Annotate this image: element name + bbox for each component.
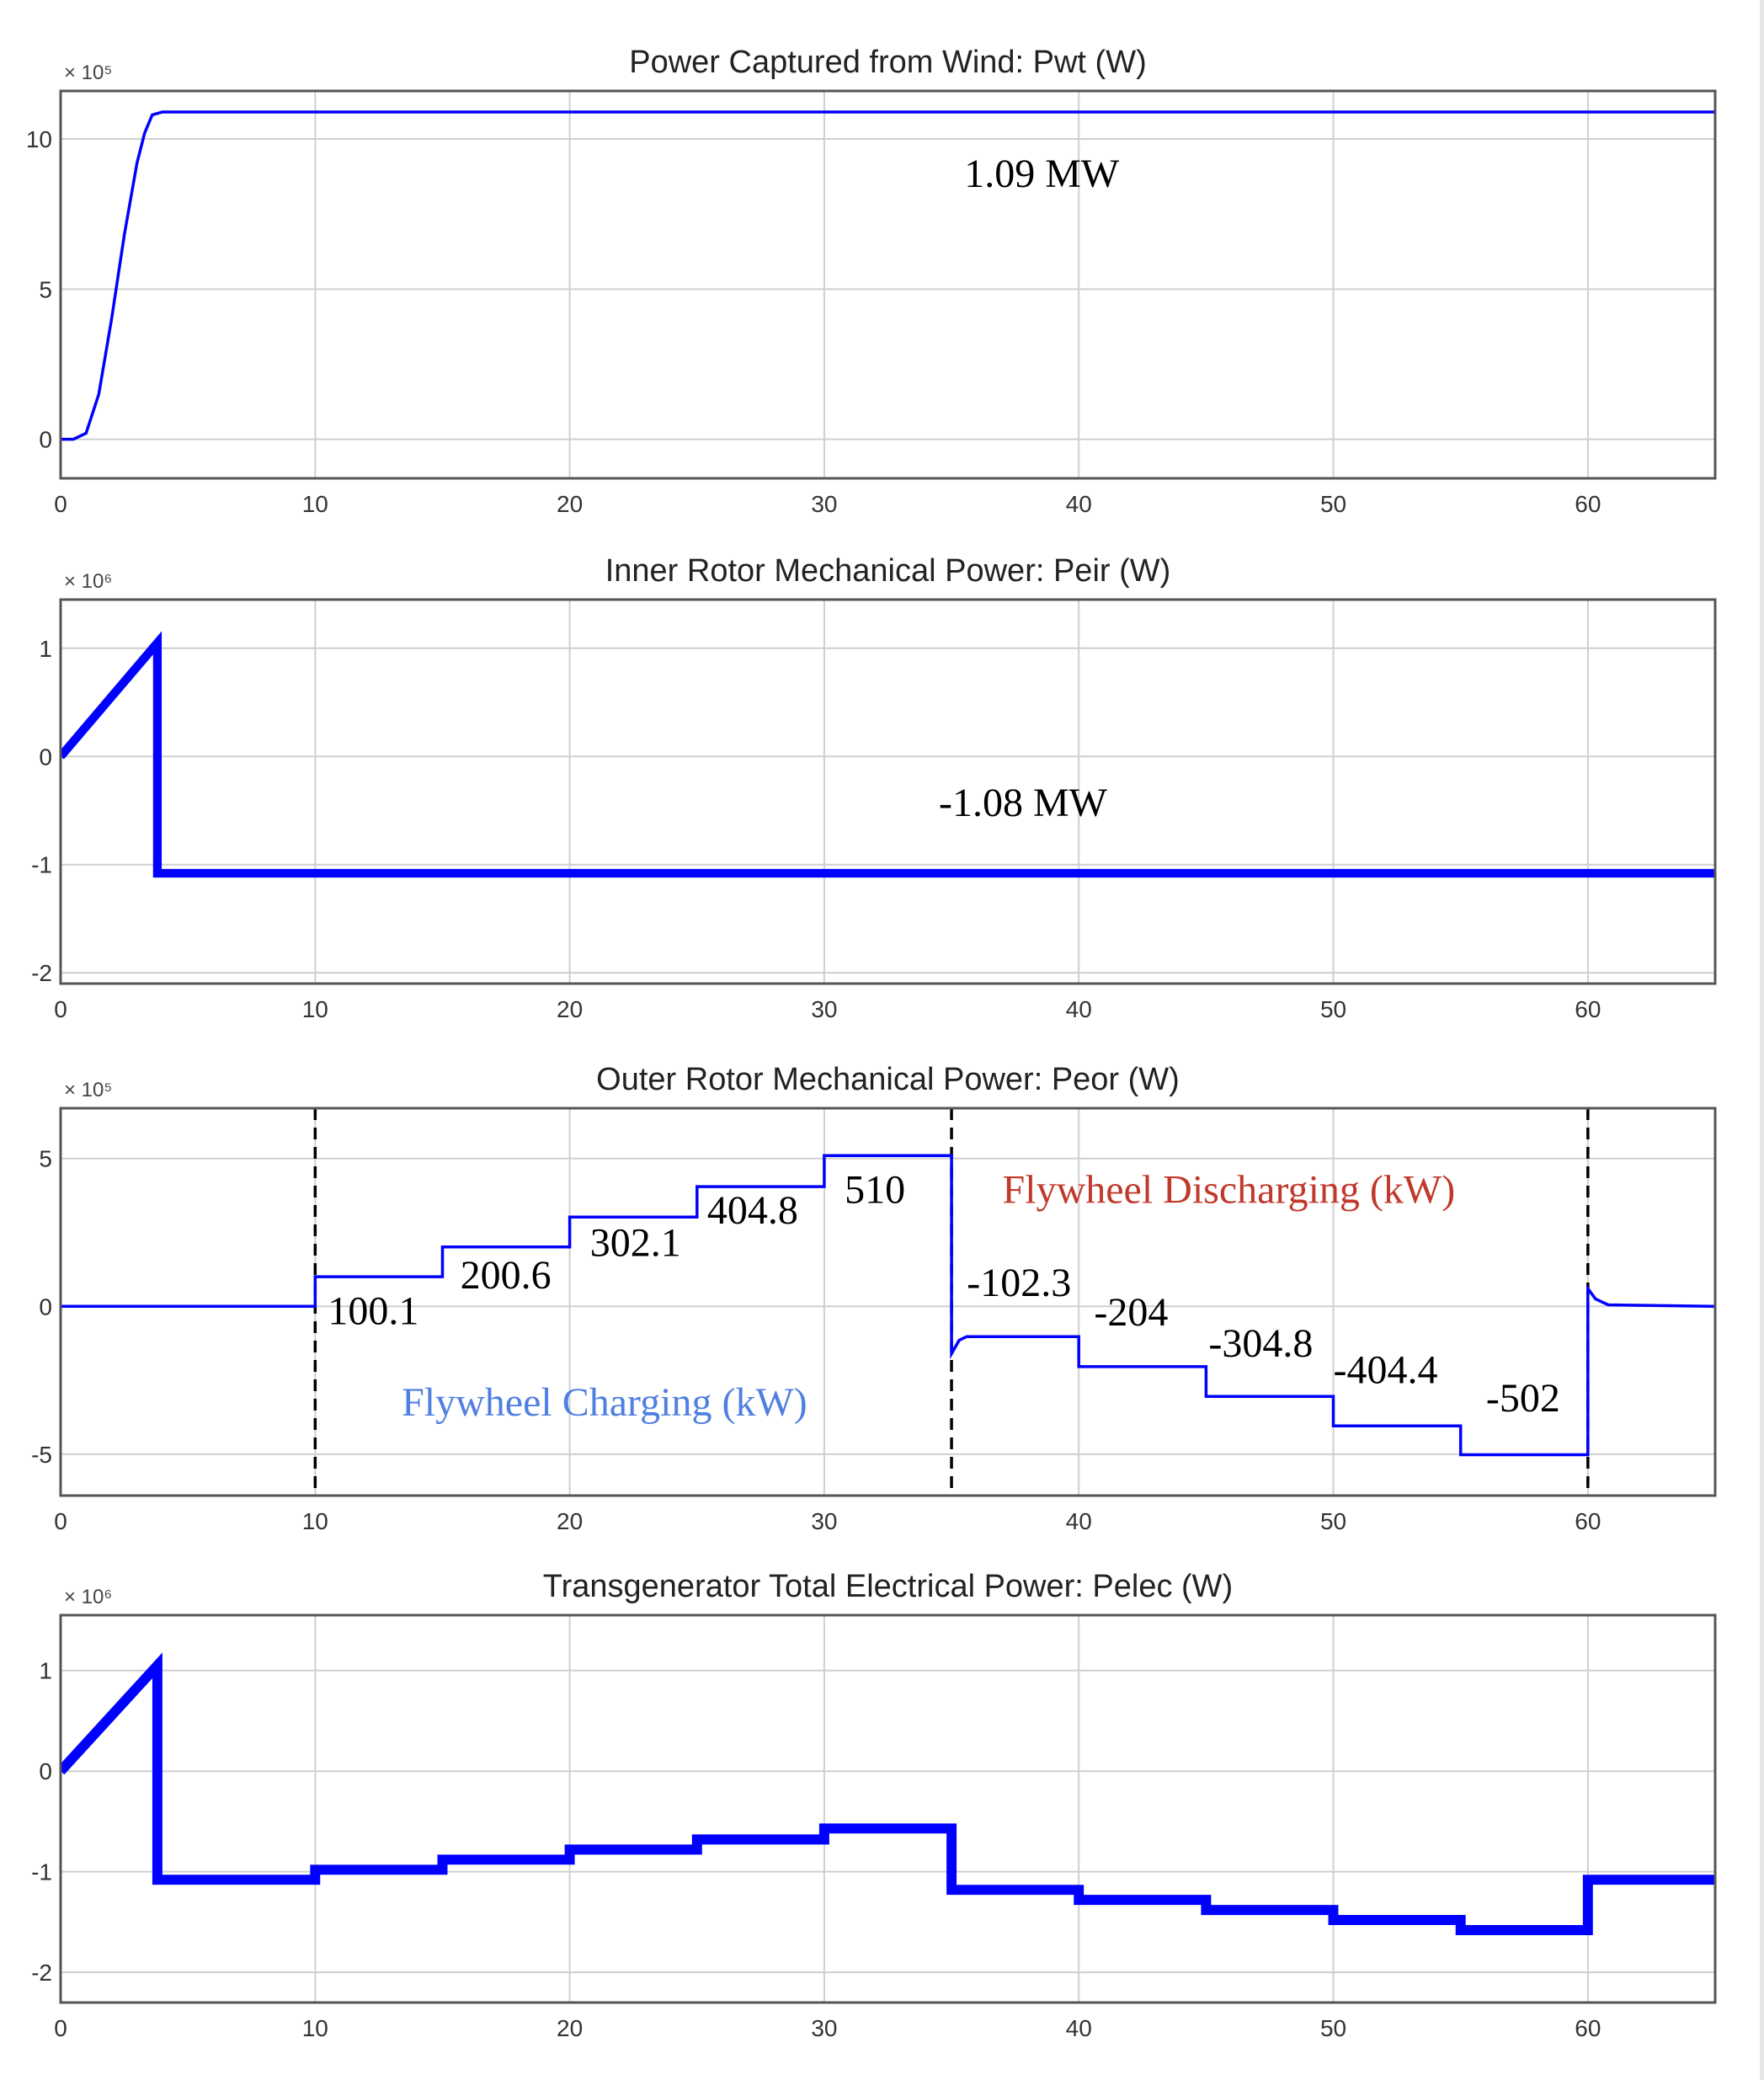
plot-area <box>61 91 1715 478</box>
x-tick-label: 40 <box>1066 996 1092 1022</box>
chart-title: Outer Rotor Mechanical Power: Peor (W) <box>596 1062 1180 1097</box>
data-annotation: -204 <box>1094 1290 1168 1335</box>
x-tick-label: 10 <box>302 996 328 1022</box>
x-tick-label: 40 <box>1066 2015 1092 2041</box>
data-annotation: -404.4 <box>1334 1348 1438 1393</box>
chart-panel-2: 0 10 20 30 40 50 60 -2 -1 0 1 × 10⁶ Inner Rotor Mech… <box>31 553 1717 1022</box>
right-border-strip <box>1760 0 1764 2080</box>
data-annotation: 404.8 <box>707 1188 798 1233</box>
axes-frame <box>59 598 1717 985</box>
chart-panel-1: 0 10 20 30 40 50 60 0 5 10 × 10⁵ Power Captured fro… <box>26 45 1717 517</box>
y-tick-label: 5 <box>39 276 52 302</box>
plot-area <box>61 1108 1715 1496</box>
series-line <box>61 1154 1715 1457</box>
chart-title: Inner Rotor Mechanical Power: Peir (W) <box>605 553 1171 589</box>
chart-panel-4: 0 10 20 30 40 50 60 -2 -1 0 1 × 10⁶ Transgenerator T… <box>31 1569 1717 2041</box>
x-tick-label: 20 <box>557 1508 583 1534</box>
x-tick-label: 60 <box>1575 1508 1601 1534</box>
data-annotation: -1.08 MW <box>939 781 1108 825</box>
series-line <box>61 110 1715 441</box>
x-tick-label: 60 <box>1575 996 1601 1022</box>
x-tick-label: 0 <box>54 2015 67 2041</box>
x-tick-label: 0 <box>54 1508 67 1534</box>
x-tick-label: 50 <box>1320 996 1346 1022</box>
x-tick-label: 50 <box>1320 491 1346 517</box>
y-tick-label: 5 <box>39 1146 52 1172</box>
x-tick-label: 30 <box>811 1508 837 1534</box>
y-tick-label: 1 <box>39 1658 52 1684</box>
x-tick-label: 30 <box>811 996 837 1022</box>
x-tick-label: 10 <box>302 491 328 517</box>
y-exponent-label: × 10⁵ <box>64 1079 112 1101</box>
x-tick-label: 50 <box>1320 2015 1346 2041</box>
data-annotation: 200.6 <box>461 1253 552 1298</box>
data-annotation: -304.8 <box>1208 1321 1313 1366</box>
x-tick-label: 20 <box>557 491 583 517</box>
data-annotation: 510 <box>845 1167 905 1212</box>
x-tick-label: 20 <box>557 996 583 1022</box>
x-tick-label: 40 <box>1066 1508 1092 1534</box>
data-annotation: -102.3 <box>967 1261 1071 1305</box>
y-exponent-label: × 10⁶ <box>64 570 112 593</box>
x-tick-label: 30 <box>811 2015 837 2041</box>
data-annotation: Flywheel Discharging (kW) <box>1003 1167 1456 1212</box>
y-tick-label: 10 <box>26 126 52 152</box>
y-tick-label: 0 <box>39 1758 52 1784</box>
x-tick-label: 40 <box>1066 491 1092 517</box>
data-annotation: 1.09 MW <box>964 152 1120 196</box>
x-tick-label: 50 <box>1320 1508 1346 1534</box>
data-annotation: -502 <box>1486 1376 1560 1421</box>
chart-panel-3: 0 10 20 30 40 50 60 -5 0 5 × 10⁵ Outer Rotor Mechan… <box>31 1062 1717 1534</box>
x-tick-label: 0 <box>54 996 67 1022</box>
plot-area <box>61 1615 1715 2003</box>
y-exponent-label: × 10⁵ <box>64 61 112 84</box>
data-annotation: 100.1 <box>328 1288 418 1333</box>
y-exponent-label: × 10⁶ <box>64 1586 112 1608</box>
data-annotation: Flywheel Charging (kW) <box>402 1380 807 1425</box>
x-tick-label: 0 <box>54 491 67 517</box>
data-annotation: 302.1 <box>590 1221 681 1266</box>
chart-title: Power Captured from Wind: Pwt (W) <box>629 45 1146 80</box>
x-tick-label: 30 <box>811 491 837 517</box>
y-tick-label: -1 <box>31 1859 52 1885</box>
y-tick-label: -5 <box>31 1442 52 1468</box>
y-tick-label: 0 <box>39 744 52 770</box>
y-tick-label: -2 <box>31 1960 52 1986</box>
x-tick-label: 10 <box>302 1508 328 1534</box>
y-tick-label: 1 <box>39 636 52 662</box>
axes-frame <box>59 89 1717 480</box>
series-line <box>61 1652 1715 1935</box>
axes-frame <box>59 1107 1717 1497</box>
x-tick-label: 60 <box>1575 2015 1601 2041</box>
y-tick-label: -1 <box>31 852 52 878</box>
chart-title: Transgenerator Total Electrical Power: P… <box>543 1569 1233 1604</box>
plot-area <box>61 600 1715 984</box>
y-tick-label: 0 <box>39 1293 52 1320</box>
y-tick-label: 0 <box>39 427 52 453</box>
x-tick-label: 60 <box>1575 491 1601 517</box>
x-tick-label: 20 <box>557 2015 583 2041</box>
y-tick-label: -2 <box>31 960 52 986</box>
series-line <box>61 631 1715 878</box>
x-tick-label: 10 <box>302 2015 328 2041</box>
axes-frame <box>59 1613 1717 2004</box>
